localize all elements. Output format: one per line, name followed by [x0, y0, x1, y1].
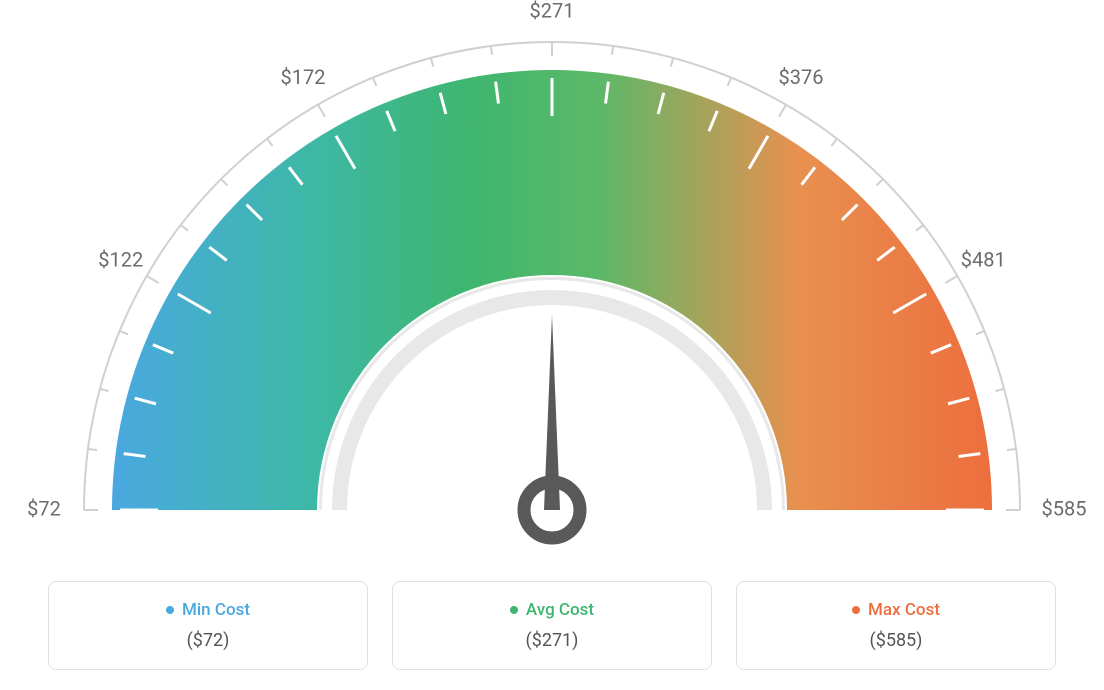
- legend-card-min: Min Cost ($72): [48, 581, 368, 670]
- legend-card-max: Max Cost ($585): [736, 581, 1056, 670]
- gauge-svg: $72 $122 $172 $271 $376 $481 $585: [0, 0, 1104, 560]
- legend-label-row: Max Cost: [757, 600, 1035, 620]
- legend-label-avg: Avg Cost: [526, 600, 594, 620]
- legend-label-row: Avg Cost: [413, 600, 691, 620]
- legend-value-avg: ($271): [413, 630, 691, 651]
- gauge-tick-label: $376: [779, 65, 824, 89]
- gauge-tick-label: $271: [530, 0, 575, 22]
- gauge-chart: $72 $122 $172 $271 $376 $481 $585: [0, 0, 1104, 560]
- legend-label-max: Max Cost: [868, 600, 940, 620]
- legend-dot-avg: [510, 606, 518, 614]
- gauge-tick-label: $481: [961, 247, 1006, 271]
- legend-label-min: Min Cost: [182, 600, 250, 620]
- gauge-tick-label: $172: [281, 65, 326, 89]
- gauge-tick-label: $72: [27, 496, 61, 520]
- gauge-tick-label: $585: [1042, 496, 1087, 520]
- gauge-tick-label: $122: [98, 247, 143, 271]
- legend-card-avg: Avg Cost ($271): [392, 581, 712, 670]
- legend-value-min: ($72): [69, 630, 347, 651]
- legend-dot-max: [852, 606, 860, 614]
- legend-label-row: Min Cost: [69, 600, 347, 620]
- legend-container: Min Cost ($72) Avg Cost ($271) Max Cost …: [0, 581, 1104, 670]
- legend-dot-min: [166, 606, 174, 614]
- legend-value-max: ($585): [757, 630, 1035, 651]
